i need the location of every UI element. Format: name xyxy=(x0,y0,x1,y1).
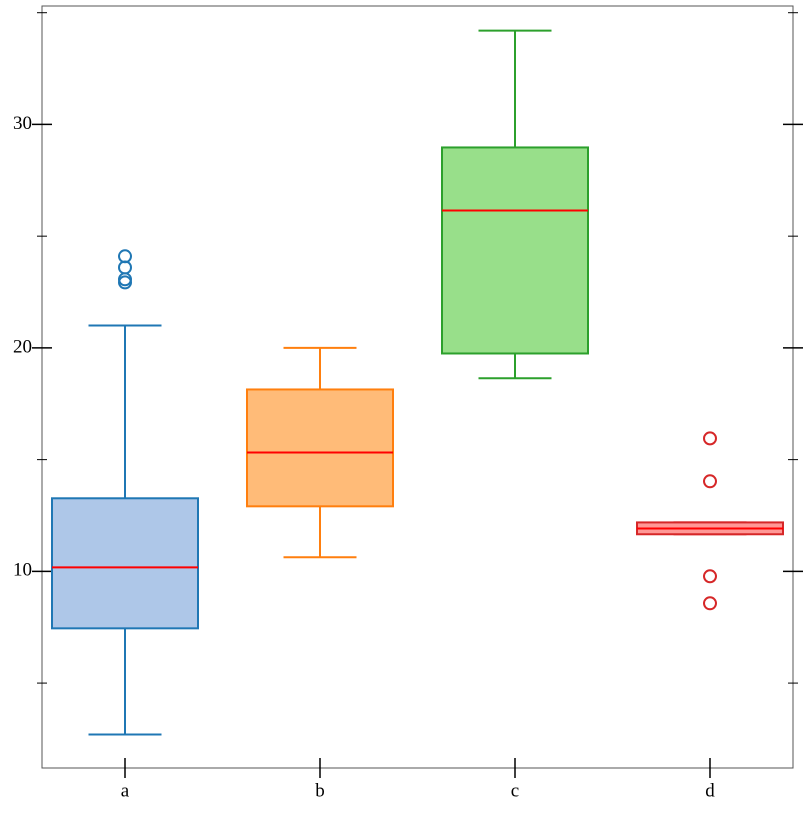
outlier xyxy=(703,569,717,584)
x-tick-label: d xyxy=(705,780,715,801)
outlier xyxy=(703,431,717,446)
outlier xyxy=(118,275,132,290)
box xyxy=(51,497,199,630)
y-tick-label: 30 xyxy=(13,113,32,134)
x-tick-label: a xyxy=(121,780,130,801)
box xyxy=(441,146,589,355)
outlier xyxy=(703,474,717,489)
plot-frame xyxy=(41,5,794,769)
y-tick-label: 20 xyxy=(13,336,32,357)
box xyxy=(246,388,394,508)
outlier xyxy=(703,596,717,611)
y-tick-label: 10 xyxy=(13,560,32,581)
x-tick-label: b xyxy=(315,780,325,801)
x-tick-label: c xyxy=(511,780,519,801)
